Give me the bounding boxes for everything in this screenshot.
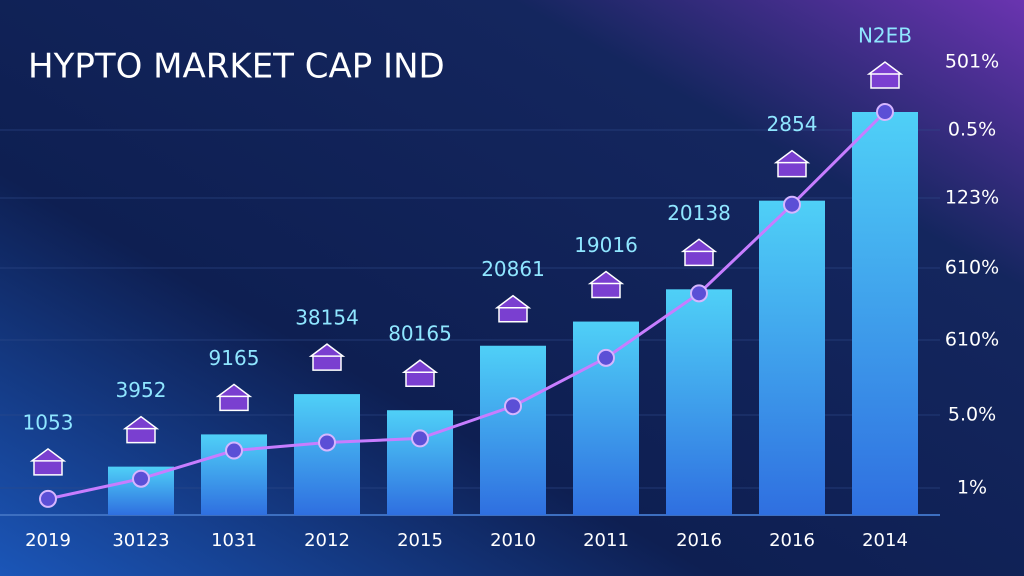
x-tick-label: 2012	[304, 530, 350, 551]
icon	[215, 383, 253, 412]
x-tick-label: 1031	[211, 530, 257, 551]
annotation: 80165	[388, 322, 452, 346]
bar	[666, 289, 732, 515]
point	[876, 103, 894, 121]
x-tick-label: 2016	[676, 530, 722, 551]
x-tick-label: 2014	[862, 530, 908, 551]
point	[411, 429, 429, 448]
annotation: 1053	[23, 410, 74, 434]
right-label: 501%	[945, 51, 999, 73]
bar	[852, 112, 918, 515]
point	[318, 433, 336, 452]
icon	[29, 447, 67, 476]
point	[132, 469, 150, 488]
point	[597, 348, 615, 367]
bar	[759, 200, 825, 515]
annotation: 3952	[116, 378, 167, 402]
right-label: 5.0%	[948, 404, 996, 426]
annotation: 20138	[667, 201, 731, 225]
chart-title: HYPTO MARKET CAP IND	[28, 47, 445, 87]
x-tick-label: 2016	[769, 530, 815, 551]
icon	[680, 238, 718, 267]
icon	[494, 294, 532, 323]
icon	[122, 415, 160, 444]
point	[225, 441, 243, 460]
point	[39, 489, 57, 508]
bar	[480, 345, 546, 515]
annotation: N2EB	[858, 24, 912, 48]
x-tick-label: 2019	[25, 530, 71, 551]
right-label: 1%	[957, 477, 987, 499]
annotation: 20861	[481, 257, 545, 281]
right-label: 0.5%	[948, 119, 996, 141]
right-label: 610%	[945, 257, 999, 279]
right-label: 610%	[945, 329, 999, 351]
icon	[587, 270, 625, 299]
x-tick-label: 2010	[490, 530, 536, 551]
x-tick-label: 2011	[583, 530, 629, 551]
point	[504, 397, 522, 416]
point	[783, 195, 801, 214]
bar	[387, 410, 453, 515]
x-tick-label: 2015	[397, 530, 443, 551]
icon	[866, 61, 904, 89]
right-label: 123%	[945, 187, 999, 209]
annotation: 9165	[209, 346, 260, 370]
annotation: 38154	[295, 306, 359, 330]
annotation: 19016	[574, 233, 638, 257]
point	[690, 284, 708, 303]
icon	[401, 359, 439, 387]
x-tick-label: 30123	[112, 530, 169, 551]
icon	[308, 343, 346, 371]
line	[47, 110, 887, 501]
bar	[294, 394, 360, 515]
icon	[773, 149, 811, 178]
annotation: 2854	[767, 112, 818, 136]
